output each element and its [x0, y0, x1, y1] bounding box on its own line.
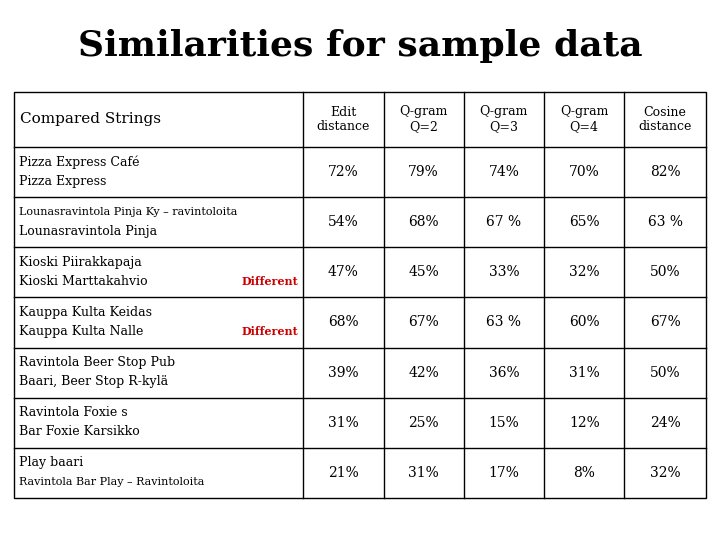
- Text: Cosine
distance: Cosine distance: [639, 105, 692, 133]
- Text: Baari, Beer Stop R-kylä: Baari, Beer Stop R-kylä: [19, 375, 168, 388]
- Text: Edit
distance: Edit distance: [317, 105, 370, 133]
- Text: Bar Foxie Karsikko: Bar Foxie Karsikko: [19, 426, 140, 438]
- Bar: [14, 92, 706, 498]
- Text: 63 %: 63 %: [487, 315, 521, 329]
- Text: 42%: 42%: [408, 366, 439, 380]
- Text: 25%: 25%: [408, 416, 439, 430]
- Text: 36%: 36%: [489, 366, 519, 380]
- Text: 32%: 32%: [650, 466, 680, 480]
- Text: 67%: 67%: [408, 315, 439, 329]
- Text: 74%: 74%: [488, 165, 519, 179]
- Text: 47%: 47%: [328, 265, 359, 279]
- Text: 50%: 50%: [650, 366, 680, 380]
- Text: Different: Different: [241, 326, 298, 337]
- Text: 50%: 50%: [650, 265, 680, 279]
- Text: Q-gram
Q=2: Q-gram Q=2: [400, 105, 448, 133]
- Text: 82%: 82%: [650, 165, 680, 179]
- Text: 67%: 67%: [649, 315, 680, 329]
- Text: 15%: 15%: [489, 416, 519, 430]
- Text: 72%: 72%: [328, 165, 359, 179]
- Text: Ravintola Beer Stop Pub: Ravintola Beer Stop Pub: [19, 356, 175, 369]
- Text: Similarities for sample data: Similarities for sample data: [78, 29, 642, 63]
- Text: Pizza Express: Pizza Express: [19, 174, 107, 187]
- Text: Compared Strings: Compared Strings: [20, 112, 161, 126]
- Text: 68%: 68%: [328, 315, 359, 329]
- Text: 8%: 8%: [573, 466, 595, 480]
- Text: 31%: 31%: [328, 416, 359, 430]
- Text: Pizza Express Café: Pizza Express Café: [19, 156, 140, 169]
- Text: Lounasravintola Pinja Ky – ravintoloita: Lounasravintola Pinja Ky – ravintoloita: [19, 207, 238, 217]
- Text: 12%: 12%: [569, 416, 600, 430]
- Text: 67 %: 67 %: [487, 215, 521, 229]
- Text: 21%: 21%: [328, 466, 359, 480]
- Text: 65%: 65%: [569, 215, 600, 229]
- Text: Play baari: Play baari: [19, 456, 84, 469]
- Text: Lounasravintola Pinja: Lounasravintola Pinja: [19, 225, 157, 238]
- Text: 31%: 31%: [569, 366, 600, 380]
- Text: Ravintola Foxie s: Ravintola Foxie s: [19, 406, 127, 419]
- Text: 17%: 17%: [488, 466, 519, 480]
- Text: 60%: 60%: [569, 315, 600, 329]
- Text: Kauppa Kulta Keidas: Kauppa Kulta Keidas: [19, 306, 152, 319]
- Text: Kioski Marttakahvio: Kioski Marttakahvio: [19, 275, 148, 288]
- Text: Q-gram
Q=3: Q-gram Q=3: [480, 105, 528, 133]
- Text: 70%: 70%: [569, 165, 600, 179]
- Text: 24%: 24%: [649, 416, 680, 430]
- Text: 32%: 32%: [569, 265, 600, 279]
- Text: Ravintola Bar Play – Ravintoloita: Ravintola Bar Play – Ravintoloita: [19, 477, 204, 487]
- Text: 63 %: 63 %: [648, 215, 683, 229]
- Text: 45%: 45%: [408, 265, 439, 279]
- Text: 68%: 68%: [408, 215, 439, 229]
- Text: 31%: 31%: [408, 466, 439, 480]
- Text: Kioski Piirakkapaja: Kioski Piirakkapaja: [19, 256, 142, 269]
- Text: Different: Different: [241, 276, 298, 287]
- Text: 39%: 39%: [328, 366, 359, 380]
- Text: 54%: 54%: [328, 215, 359, 229]
- Text: Kauppa Kulta Nalle: Kauppa Kulta Nalle: [19, 325, 143, 338]
- Text: 33%: 33%: [489, 265, 519, 279]
- Text: Q-gram
Q=4: Q-gram Q=4: [560, 105, 608, 133]
- Text: 79%: 79%: [408, 165, 439, 179]
